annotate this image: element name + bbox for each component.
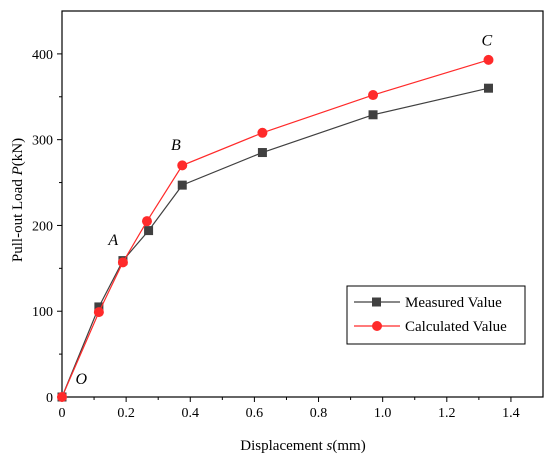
data-point-calculated <box>368 90 379 101</box>
legend-marker-measured <box>372 297 381 307</box>
data-point-calculated <box>177 160 188 171</box>
x-tick-label: 0.8 <box>310 406 328 421</box>
point-label-B: B <box>171 137 181 154</box>
y-axis-ticks: 0 100 200 300 400 <box>32 48 62 406</box>
data-point-calculated <box>117 257 128 268</box>
data-point-measured <box>368 110 378 120</box>
x-tick-label: 0.4 <box>182 406 200 421</box>
data-point-calculated <box>93 307 104 318</box>
x-tick-label: 0.6 <box>246 406 264 421</box>
legend-marker-calculated <box>372 321 382 331</box>
point-label-A: A <box>107 232 118 249</box>
y-axis-title: Pull-out Load P(kN) <box>10 138 26 262</box>
data-point-measured <box>94 302 104 312</box>
data-point-measured <box>144 226 154 236</box>
plot-frame <box>61 10 544 398</box>
y-tick-label: 200 <box>32 219 53 234</box>
legend-label-calculated: Calculated Value <box>405 319 507 335</box>
data-point-calculated <box>57 392 67 402</box>
x-axis-ticks: 0 0.2 0.4 0.6 0.8 1.0 1.2 1.4 <box>59 397 520 421</box>
x-tick-label: 0 <box>59 406 66 421</box>
x-axis-title: Displacement s(mm) <box>240 438 365 454</box>
y-tick-label: 300 <box>32 134 53 149</box>
data-point-measured <box>177 180 187 190</box>
point-label-C: C <box>482 32 493 49</box>
data-point-calculated <box>141 216 152 227</box>
series-line-0 <box>61 87 489 398</box>
y-tick-label: 0 <box>46 391 53 406</box>
x-tick-label: 0.2 <box>117 406 135 421</box>
data-point-measured <box>257 148 267 158</box>
legend: Measured Value Calculated Value <box>346 285 526 345</box>
legend-label-measured: Measured Value <box>405 295 502 311</box>
annotation-layer: O A B C <box>75 32 492 388</box>
plot-border <box>61 10 544 398</box>
legend-box <box>346 285 526 345</box>
data-point-calculated <box>483 54 494 65</box>
x-tick-label: 1.4 <box>502 406 520 421</box>
x-tick-label: 1.2 <box>438 406 456 421</box>
data-point-measured <box>483 83 493 93</box>
series-line-1 <box>61 59 489 398</box>
point-label-O: O <box>75 371 87 388</box>
x-tick-label: 1.0 <box>374 406 392 421</box>
y-tick-label: 100 <box>32 305 53 320</box>
series-layer <box>57 54 494 402</box>
data-point-calculated <box>257 127 268 138</box>
y-tick-label: 400 <box>32 48 53 63</box>
